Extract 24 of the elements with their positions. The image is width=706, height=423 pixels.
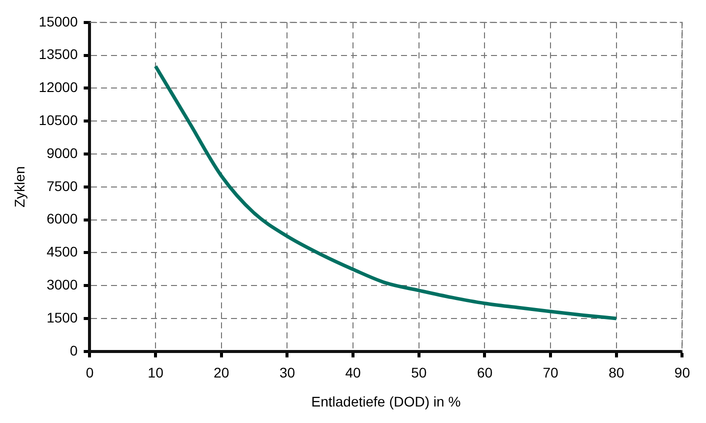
- x-axis-title: Entladetiefe (DOD) in %: [311, 393, 461, 410]
- x-tick-label: 50: [411, 364, 427, 381]
- y-tick-label: 15000: [38, 13, 78, 30]
- x-tick-label: 10: [148, 364, 164, 381]
- y-tick-label: 4500: [46, 244, 78, 260]
- x-tick-label: 80: [608, 364, 624, 381]
- x-tick-label: 70: [542, 364, 559, 381]
- y-tick-label: 3000: [46, 276, 78, 292]
- y-tick-label: 7500: [46, 178, 78, 194]
- line-series: [154, 64, 618, 320]
- y-tick-label: 10500: [38, 112, 78, 128]
- x-tick-label: 20: [214, 364, 230, 381]
- y-tick-label: 0: [70, 342, 78, 358]
- y-tick-label: 9000: [46, 144, 78, 161]
- y-tick-label: 1500: [46, 309, 78, 326]
- x-tick-label: 0: [86, 364, 94, 381]
- x-tick-label: 40: [345, 364, 362, 381]
- x-tick-label: 60: [476, 364, 493, 381]
- y-tick-label: 6000: [46, 210, 78, 227]
- y-tick-label: 12000: [38, 79, 78, 96]
- x-tick-label: 30: [279, 364, 296, 381]
- x-tick-label: 90: [674, 364, 690, 381]
- y-tick-label: 13500: [38, 46, 78, 62]
- y-axis-title: Zyklen: [11, 166, 28, 208]
